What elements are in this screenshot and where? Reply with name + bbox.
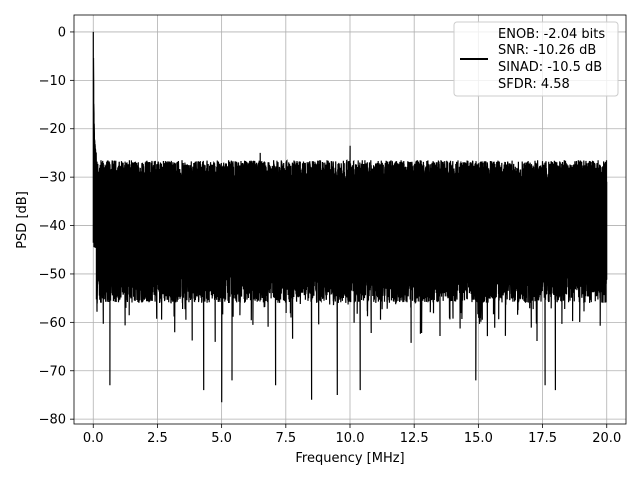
y-tick-label: −30 [39, 171, 66, 186]
y-tick-label: 0 [58, 25, 66, 40]
x-tick-label: 12.5 [400, 431, 429, 446]
y-tick-label: −20 [39, 122, 66, 137]
y-tick-label: −70 [39, 364, 66, 379]
x-axis-label: Frequency [MHz] [295, 451, 404, 466]
x-tick-label: 2.5 [147, 431, 168, 446]
x-tick-label: 5.0 [211, 431, 232, 446]
legend: ENOB: -2.04 bits SNR: -10.26 dB SINAD: -… [453, 21, 619, 97]
legend-snr: SNR: -10.26 dB [498, 43, 596, 58]
y-tick-label: −40 [39, 219, 66, 234]
y-tick-label: −50 [39, 267, 66, 282]
legend-enob: ENOB: -2.04 bits [498, 27, 605, 42]
legend-box [453, 21, 619, 97]
legend-sinad: SINAD: -10.5 dB [498, 60, 602, 75]
x-tick-label: 17.5 [528, 431, 557, 446]
y-axis-label: PSD [dB] [15, 191, 30, 249]
y-tick-label: −10 [39, 74, 66, 89]
legend-sfdr: SFDR: 4.58 [498, 77, 570, 92]
psd-trace [92, 31, 608, 403]
x-tick-label: 15.0 [464, 431, 493, 446]
y-axis-ticks: 0 −10 −20 −30 −40 −50 −60 −70 −80 [39, 25, 74, 428]
x-tick-label: 10.0 [336, 431, 365, 446]
y-tick-label: −80 [39, 413, 66, 428]
x-tick-label: 0.0 [83, 431, 104, 446]
x-tick-label: 7.5 [275, 431, 296, 446]
y-tick-label: −60 [39, 316, 66, 331]
x-tick-label: 20.0 [592, 431, 621, 446]
psd-series [92, 31, 608, 403]
x-axis-ticks: 0.0 2.5 5.0 7.5 10.0 12.5 15.0 17.5 20.0 [83, 424, 621, 446]
